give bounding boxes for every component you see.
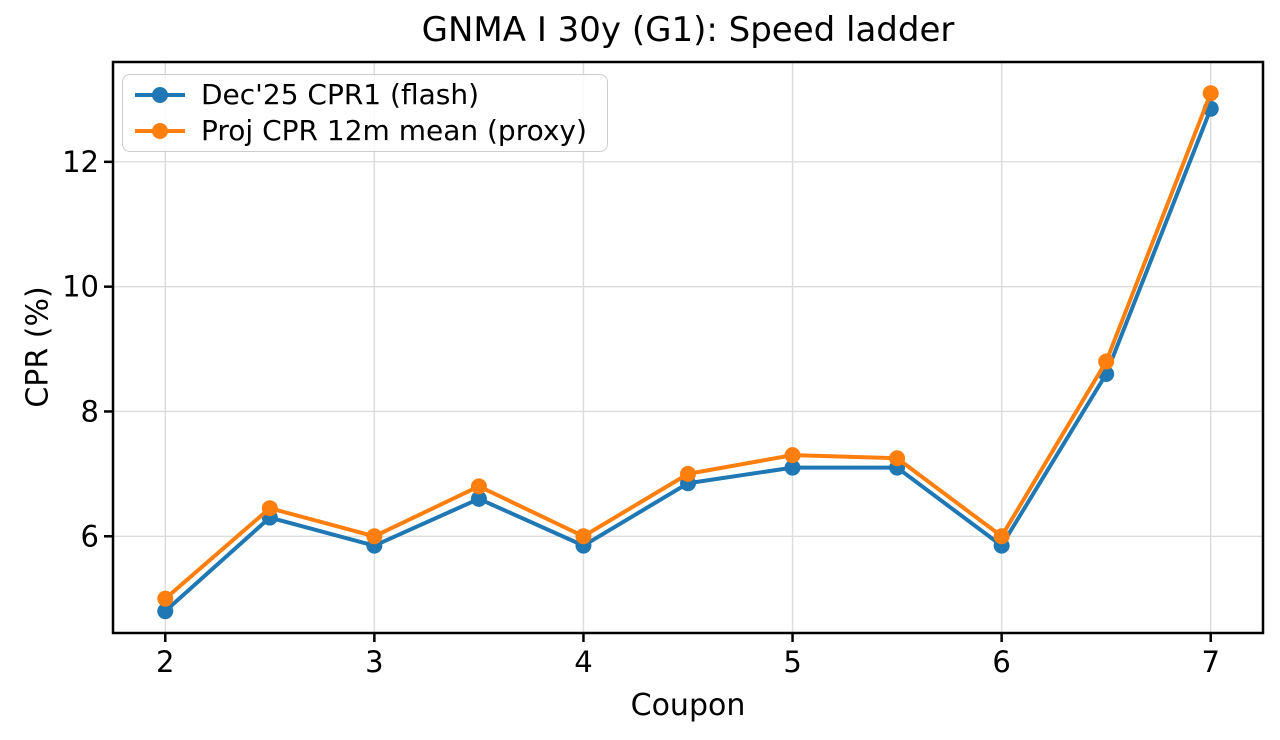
legend-line-marker-icon — [135, 123, 185, 139]
x-tick-label: 4 — [574, 645, 592, 679]
x-tick-label: 3 — [365, 645, 383, 679]
y-tick-label: 10 — [62, 270, 99, 304]
legend: Dec'25 CPR1 (flash) Proj CPR 12m mean (p… — [122, 74, 608, 152]
y-tick-label: 6 — [81, 519, 99, 553]
data-point-series-0 — [784, 459, 801, 476]
x-axis-label: Coupon — [630, 688, 746, 723]
legend-line-marker-icon — [135, 87, 185, 103]
data-point-series-0 — [470, 490, 487, 507]
legend-item-flash: Dec'25 CPR1 (flash) — [133, 77, 587, 113]
legend-label-proxy: Proj CPR 12m mean (proxy) — [201, 114, 587, 147]
series-line-1 — [163, 91, 1213, 601]
data-point-series-1 — [784, 447, 801, 464]
chart-title: GNMA I 30y (G1): Speed ladder — [421, 10, 955, 50]
data-point-series-1 — [366, 528, 383, 545]
y-axis-label: CPR (%) — [20, 286, 56, 408]
data-point-series-1 — [261, 500, 278, 517]
data-point-series-1 — [993, 528, 1010, 545]
data-point-series-1 — [575, 528, 592, 545]
x-tick-label: 5 — [783, 645, 801, 679]
data-point-series-1 — [889, 450, 906, 467]
data-point-series-1 — [157, 590, 174, 607]
data-point-series-1 — [1202, 85, 1219, 102]
data-point-series-1 — [470, 478, 487, 495]
x-tick-label: 6 — [992, 645, 1010, 679]
data-point-series-0 — [157, 603, 174, 620]
data-point-series-1 — [1098, 353, 1115, 370]
data-point-series-1 — [680, 465, 696, 482]
legend-label-flash: Dec'25 CPR1 (flash) — [201, 78, 479, 111]
x-tick-label: 2 — [156, 645, 174, 679]
x-tick-label: 7 — [1202, 645, 1220, 679]
y-tick-label: 12 — [62, 145, 99, 179]
y-tick-label: 8 — [81, 394, 99, 428]
legend-item-proxy: Proj CPR 12m mean (proxy) — [133, 113, 587, 149]
axes-spines — [111, 60, 1265, 635]
